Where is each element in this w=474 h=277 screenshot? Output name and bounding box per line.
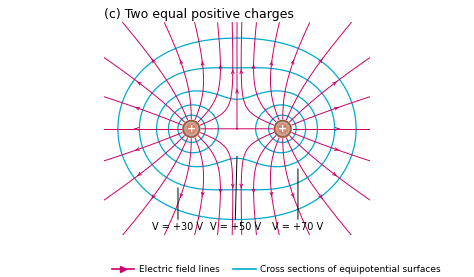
Text: +: +	[278, 124, 287, 134]
Circle shape	[274, 120, 291, 137]
Text: V = +50 V: V = +50 V	[210, 156, 261, 232]
Text: V = +70 V: V = +70 V	[273, 169, 323, 232]
Circle shape	[183, 120, 200, 137]
Text: (c) Two equal positive charges: (c) Two equal positive charges	[104, 8, 293, 21]
Circle shape	[188, 125, 195, 132]
Legend: Electric field lines, Cross sections of equipotential surfaces: Electric field lines, Cross sections of …	[108, 262, 445, 277]
Text: +: +	[187, 124, 196, 134]
Circle shape	[279, 125, 286, 132]
Circle shape	[277, 123, 289, 135]
Circle shape	[185, 123, 197, 135]
Text: V = +30 V: V = +30 V	[153, 188, 203, 232]
